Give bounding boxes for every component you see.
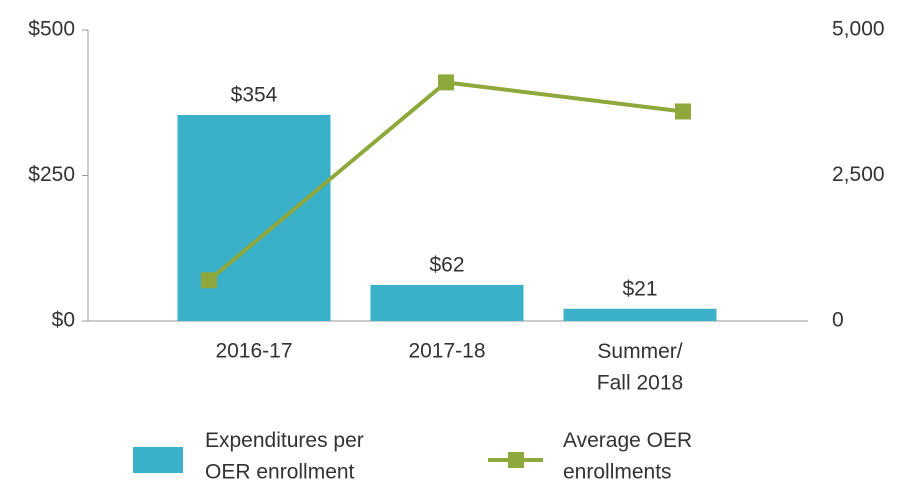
bar — [177, 114, 331, 321]
y2-tick-label: 5,000 — [832, 18, 885, 41]
legend-label: Expenditures per OER enrollment — [205, 429, 364, 484]
x-tick-label: Summer/Fall 2018 — [597, 340, 683, 395]
bar-label: $21 — [622, 277, 657, 300]
y2-tick-label: 0 — [832, 309, 844, 332]
y2-tick-label: 2,500 — [832, 163, 885, 186]
y-tick-label: $0 — [52, 309, 75, 332]
y-tick-label: $500 — [28, 18, 75, 41]
bar — [563, 308, 717, 321]
legend-marker — [508, 452, 524, 468]
legend-swatch — [133, 447, 183, 473]
x-tick-label: 2017-18 — [408, 340, 485, 363]
line-marker — [438, 74, 454, 91]
y-tick-label: $250 — [28, 163, 75, 186]
line-marker — [675, 103, 691, 120]
x-tick-label: 2016-17 — [215, 340, 292, 363]
bar — [370, 284, 524, 321]
line-marker — [201, 272, 217, 289]
bar-label: $62 — [429, 253, 464, 276]
bar-label: $354 — [231, 84, 278, 107]
legend-label: Average OER enrollments — [563, 429, 692, 484]
